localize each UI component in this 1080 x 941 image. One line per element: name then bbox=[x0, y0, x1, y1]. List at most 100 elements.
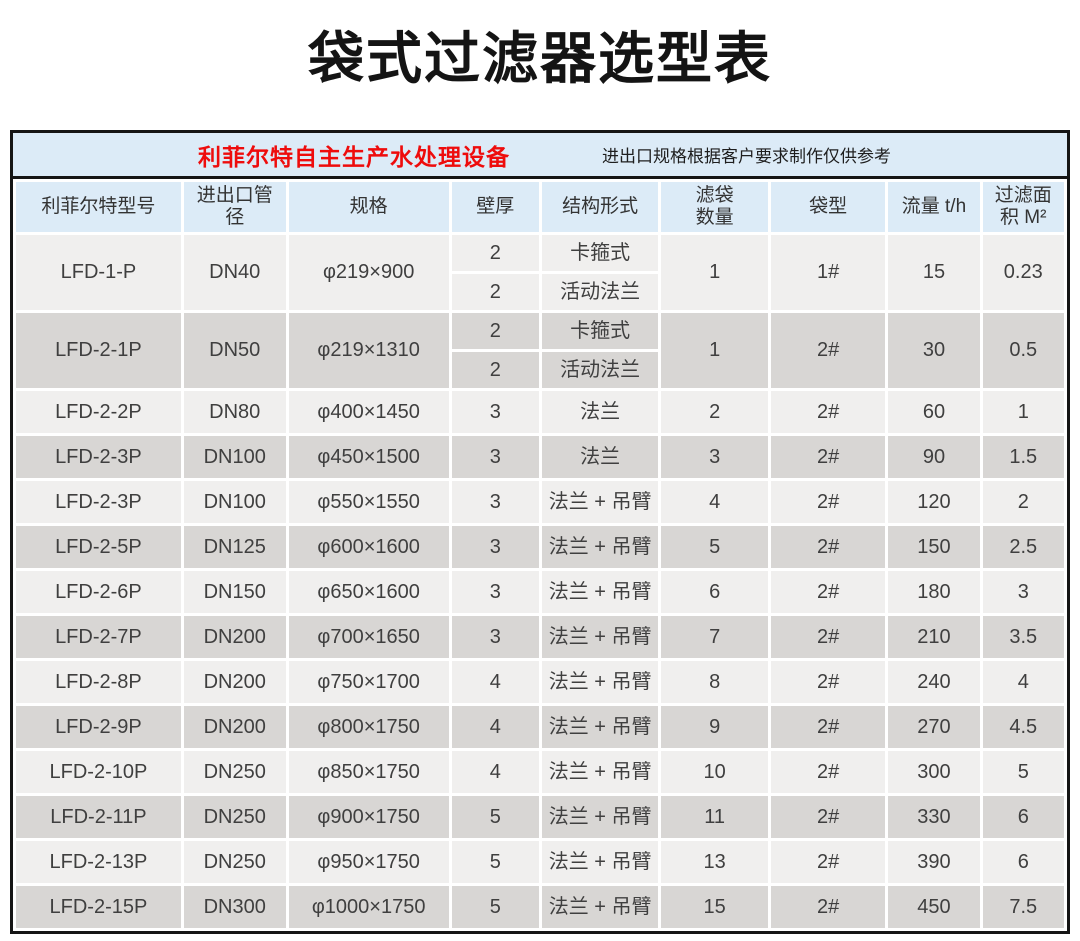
cell-spec: φ850×1750 bbox=[288, 751, 449, 793]
cell-pipe-diameter: DN50 bbox=[183, 313, 286, 388]
cell-structure: 活动法兰 bbox=[541, 352, 659, 388]
cell-pipe-diameter: DN200 bbox=[183, 706, 286, 748]
cell-pipe-diameter: DN300 bbox=[183, 886, 286, 928]
cell-flow-rate: 210 bbox=[888, 616, 980, 658]
cell-model: LFD-2-15P bbox=[16, 886, 181, 928]
cell-filter-area: 1 bbox=[982, 391, 1064, 433]
cell-bag-count: 13 bbox=[661, 841, 768, 883]
cell-spec: φ600×1600 bbox=[288, 526, 449, 568]
cell-pipe-diameter: DN100 bbox=[183, 436, 286, 478]
cell-bag-count: 1 bbox=[661, 235, 768, 310]
page-title: 袋式过滤器选型表 bbox=[308, 27, 772, 90]
cell-structure: 法兰 bbox=[541, 391, 659, 433]
cell-flow-rate: 270 bbox=[888, 706, 980, 748]
column-header: 滤袋 数量 bbox=[661, 182, 768, 232]
cell-filter-area: 0.23 bbox=[982, 235, 1064, 310]
cell-structure: 法兰 + 吊臂 bbox=[541, 661, 659, 703]
cell-flow-rate: 300 bbox=[888, 751, 980, 793]
cell-wall-thickness: 3 bbox=[451, 526, 539, 568]
cell-spec: φ900×1750 bbox=[288, 796, 449, 838]
cell-wall-thickness: 5 bbox=[451, 796, 539, 838]
cell-structure: 法兰 + 吊臂 bbox=[541, 841, 659, 883]
cell-bag-type: 2# bbox=[770, 841, 886, 883]
cell-flow-rate: 450 bbox=[888, 886, 980, 928]
cell-pipe-diameter: DN150 bbox=[183, 571, 286, 613]
cell-model: LFD-2-10P bbox=[16, 751, 181, 793]
cell-spec: φ750×1700 bbox=[288, 661, 449, 703]
cell-pipe-diameter: DN40 bbox=[183, 235, 286, 310]
cell-bag-count: 6 bbox=[661, 571, 768, 613]
cell-bag-count: 5 bbox=[661, 526, 768, 568]
cell-structure: 法兰 + 吊臂 bbox=[541, 886, 659, 928]
cell-pipe-diameter: DN250 bbox=[183, 796, 286, 838]
cell-flow-rate: 30 bbox=[888, 313, 980, 388]
cell-filter-area: 6 bbox=[982, 841, 1064, 883]
cell-wall-thickness: 2 bbox=[451, 274, 539, 310]
cell-pipe-diameter: DN200 bbox=[183, 661, 286, 703]
cell-pipe-diameter: DN80 bbox=[183, 391, 286, 433]
cell-bag-type: 2# bbox=[770, 436, 886, 478]
column-header: 规格 bbox=[288, 182, 449, 232]
cell-spec: φ219×1310 bbox=[288, 313, 449, 388]
cell-bag-count: 2 bbox=[661, 391, 768, 433]
cell-structure: 法兰 bbox=[541, 436, 659, 478]
cell-flow-rate: 330 bbox=[888, 796, 980, 838]
cell-filter-area: 2.5 bbox=[982, 526, 1064, 568]
cell-wall-thickness: 3 bbox=[451, 571, 539, 613]
column-header: 流量 t/h bbox=[888, 182, 980, 232]
cell-pipe-diameter: DN200 bbox=[183, 616, 286, 658]
cell-filter-area: 4 bbox=[982, 661, 1064, 703]
cell-pipe-diameter: DN100 bbox=[183, 481, 286, 523]
cell-structure: 活动法兰 bbox=[541, 274, 659, 310]
cell-structure: 法兰 + 吊臂 bbox=[541, 481, 659, 523]
cell-spec: φ550×1550 bbox=[288, 481, 449, 523]
cell-model: LFD-2-2P bbox=[16, 391, 181, 433]
cell-wall-thickness: 3 bbox=[451, 391, 539, 433]
cell-model: LFD-2-3P bbox=[16, 436, 181, 478]
cell-flow-rate: 150 bbox=[888, 526, 980, 568]
cell-filter-area: 5 bbox=[982, 751, 1064, 793]
cell-spec: φ650×1600 bbox=[288, 571, 449, 613]
cell-bag-count: 7 bbox=[661, 616, 768, 658]
cell-filter-area: 6 bbox=[982, 796, 1064, 838]
cell-model: LFD-2-5P bbox=[16, 526, 181, 568]
cell-bag-count: 1 bbox=[661, 313, 768, 388]
cell-wall-thickness: 2 bbox=[451, 352, 539, 388]
cell-structure: 卡箍式 bbox=[541, 313, 659, 349]
cell-bag-count: 15 bbox=[661, 886, 768, 928]
cell-bag-type: 2# bbox=[770, 616, 886, 658]
cell-wall-thickness: 5 bbox=[451, 841, 539, 883]
cell-wall-thickness: 3 bbox=[451, 616, 539, 658]
cell-structure: 法兰 + 吊臂 bbox=[541, 616, 659, 658]
cell-wall-thickness: 2 bbox=[451, 235, 539, 271]
cell-pipe-diameter: DN125 bbox=[183, 526, 286, 568]
cell-flow-rate: 15 bbox=[888, 235, 980, 310]
column-header: 进出口管 径 bbox=[183, 182, 286, 232]
cell-model: LFD-2-6P bbox=[16, 571, 181, 613]
column-header: 袋型 bbox=[770, 182, 886, 232]
cell-structure: 法兰 + 吊臂 bbox=[541, 571, 659, 613]
cell-wall-thickness: 5 bbox=[451, 886, 539, 928]
cell-spec: φ450×1500 bbox=[288, 436, 449, 478]
cell-bag-count: 9 bbox=[661, 706, 768, 748]
cell-bag-type: 2# bbox=[770, 796, 886, 838]
cell-bag-type: 2# bbox=[770, 706, 886, 748]
cell-spec: φ400×1450 bbox=[288, 391, 449, 433]
cell-structure: 法兰 + 吊臂 bbox=[541, 796, 659, 838]
selection-table-grid: 利菲尔特型号 进出口管 径规格 壁厚 结构形式 滤袋 数量 袋型 流量 t/h 过滤面 积 M… bbox=[13, 179, 1067, 931]
cell-spec: φ800×1750 bbox=[288, 706, 449, 748]
cell-bag-count: 11 bbox=[661, 796, 768, 838]
cell-model: LFD-2-3P bbox=[16, 481, 181, 523]
cell-pipe-diameter: DN250 bbox=[183, 841, 286, 883]
cell-wall-thickness: 3 bbox=[451, 481, 539, 523]
cell-bag-type: 2# bbox=[770, 751, 886, 793]
cell-bag-type: 1# bbox=[770, 235, 886, 310]
selection-table: 利菲尔特自主生产水处理设备 进出口规格根据客户要求制作仅供参考 利菲尔特型号 进出… bbox=[10, 130, 1070, 934]
cell-bag-type: 2# bbox=[770, 313, 886, 388]
cell-filter-area: 1.5 bbox=[982, 436, 1064, 478]
cell-filter-area: 2 bbox=[982, 481, 1064, 523]
cell-structure: 法兰 + 吊臂 bbox=[541, 751, 659, 793]
table-banner: 利菲尔特自主生产水处理设备 进出口规格根据客户要求制作仅供参考 bbox=[13, 133, 1067, 179]
column-header: 结构形式 bbox=[541, 182, 659, 232]
cell-bag-type: 2# bbox=[770, 571, 886, 613]
